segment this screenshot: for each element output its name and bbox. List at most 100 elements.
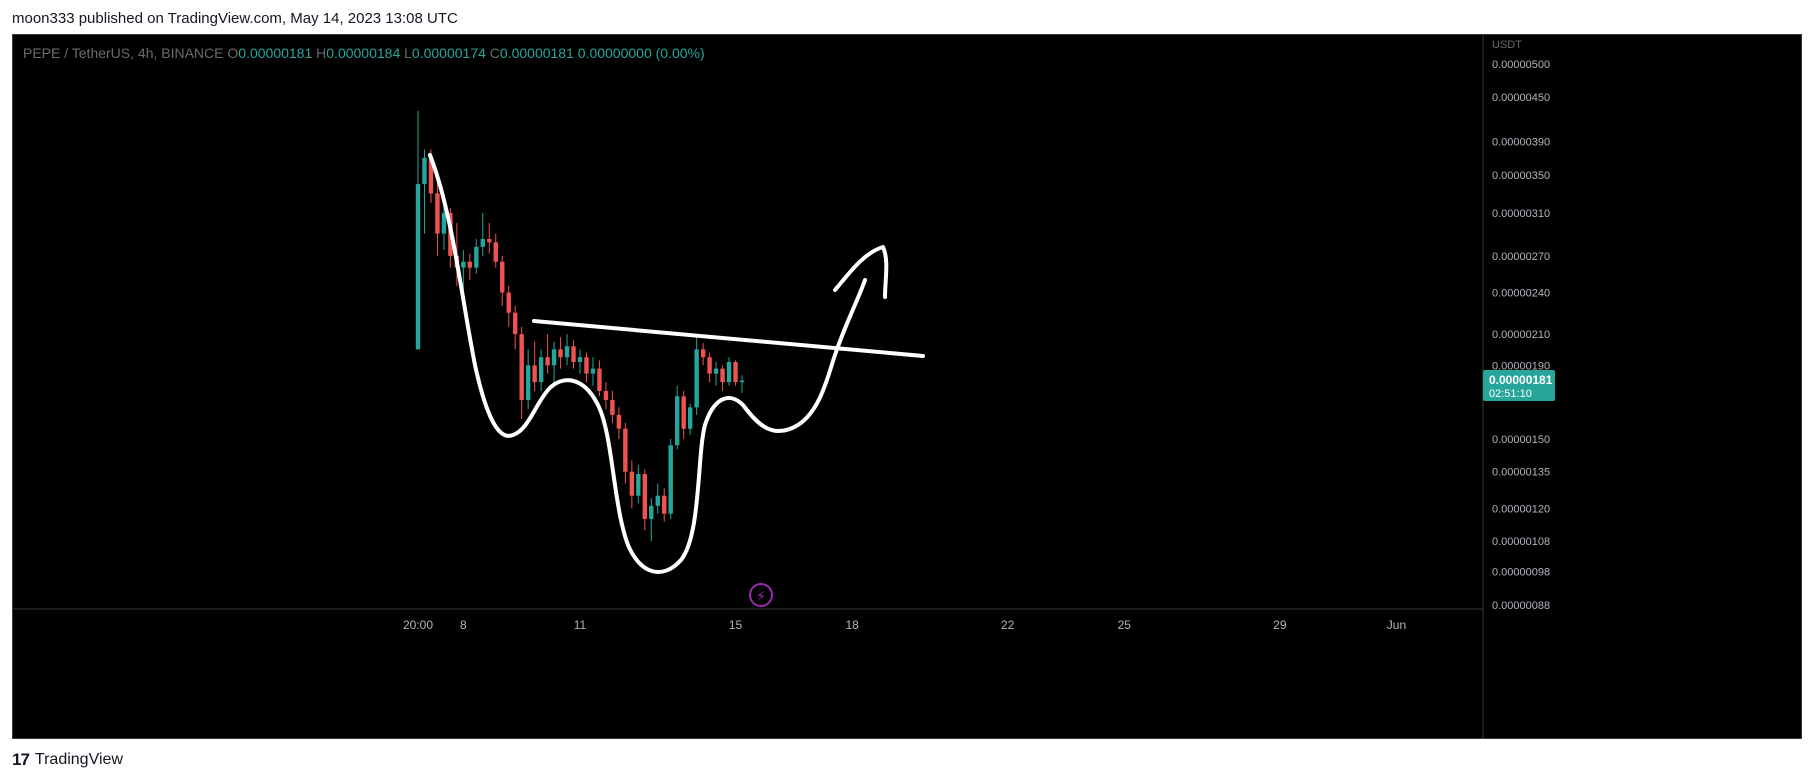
price-tick-label: 0.00000135 <box>1492 467 1550 479</box>
tradingview-logo[interactable]: 17 TradingView <box>12 750 123 770</box>
candle <box>687 403 693 435</box>
time-tick-label: 18 <box>845 618 859 632</box>
legend-o-label: O <box>227 45 239 61</box>
time-tick-label: 20:00 <box>403 618 433 632</box>
legend-close: 0.00000181 <box>499 45 574 61</box>
price-badge-countdown: 02:51:10 <box>1489 388 1532 400</box>
legend-symbol: PEPE / TetherUS, 4h, BINANCE <box>23 45 224 61</box>
neckline <box>532 319 925 358</box>
price-badge: 0.00000181 02:51:10 <box>1483 370 1555 401</box>
tradingview-brand: TradingView <box>34 751 123 768</box>
candle-body <box>590 368 596 374</box>
candle <box>713 362 719 386</box>
legend-change: 0.00000000 (0.00%) <box>577 45 705 61</box>
chart-canvas[interactable]: 0.00000500 0.00000450 0.00000390 0.00000350… <box>13 35 1801 738</box>
candle-body <box>564 346 570 358</box>
candle-body <box>487 239 492 243</box>
candle <box>467 253 473 280</box>
candle <box>681 390 686 439</box>
candle-body <box>513 312 518 335</box>
candle-body <box>662 495 667 514</box>
candle <box>603 382 609 410</box>
candle-body <box>649 505 654 519</box>
candle-body <box>500 261 505 293</box>
candle <box>720 365 725 391</box>
candle-body <box>700 349 706 358</box>
candle <box>694 337 699 415</box>
legend-h-label: H <box>316 45 327 61</box>
candles-layer <box>415 110 745 542</box>
candle-body <box>739 380 745 383</box>
candle <box>577 349 583 374</box>
time-tick-label: 22 <box>1001 618 1015 632</box>
candle-body <box>681 396 686 429</box>
price-tick-label: 0.00000210 <box>1492 329 1550 341</box>
candle-body <box>480 239 485 247</box>
candle-body <box>694 349 699 408</box>
price-tick-label: 0.00000390 <box>1492 136 1550 148</box>
price-badge-bg <box>1483 370 1555 401</box>
price-tick-label: 0.00000150 <box>1492 434 1550 446</box>
publish-caption: moon333 published on TradingView.com, Ma… <box>12 10 458 27</box>
candle <box>474 239 479 274</box>
price-tick-label: 0.00000500 <box>1492 59 1550 71</box>
candle <box>493 233 498 268</box>
candle-body <box>519 334 524 400</box>
candle-body <box>428 157 434 194</box>
candle-body <box>577 357 583 363</box>
freehand-pattern-curve <box>428 153 867 574</box>
legend-c-label: C <box>489 45 500 61</box>
candle <box>571 340 576 369</box>
candle-body <box>474 246 479 268</box>
candle-body <box>655 495 660 506</box>
candle <box>480 212 485 256</box>
candle <box>733 360 738 386</box>
candle-body <box>461 261 466 268</box>
candle-body <box>629 471 635 496</box>
candle-body <box>538 357 544 383</box>
axis-unit: USDT <box>1492 39 1522 51</box>
candle <box>739 375 745 393</box>
candle <box>564 334 570 366</box>
candle-body <box>636 474 641 496</box>
candle-body <box>642 474 647 519</box>
legend-open: 0.00000181 <box>238 45 313 61</box>
price-tick-label: 0.00000098 <box>1492 566 1550 578</box>
candle <box>545 334 550 374</box>
candle <box>700 343 706 366</box>
lightning-event-icon[interactable]: ⚡ <box>749 583 773 607</box>
candle <box>584 352 589 383</box>
candle <box>649 498 654 542</box>
time-tick-label: 8 <box>460 618 467 632</box>
candle-body <box>713 368 719 374</box>
candle-body <box>707 357 712 374</box>
price-tick-label: 0.00000088 <box>1492 600 1550 612</box>
candle-body <box>435 193 440 234</box>
candle-body <box>467 261 473 268</box>
candle-body <box>584 357 589 374</box>
price-tick-label: 0.00000270 <box>1492 251 1550 263</box>
candle <box>707 352 712 383</box>
candle-body <box>623 428 628 472</box>
candle <box>558 337 563 369</box>
candle <box>597 360 602 397</box>
candle-body <box>733 362 738 383</box>
candle <box>435 175 440 256</box>
candle <box>642 469 647 530</box>
candle <box>506 286 511 327</box>
candle-body <box>616 414 622 429</box>
candle <box>422 149 427 234</box>
candle-body <box>687 407 693 429</box>
candle-body <box>532 365 537 383</box>
candle-body <box>726 362 732 383</box>
time-axis: 20:00 8 11 15 18 22 25 29 Jun <box>403 618 1406 632</box>
chart-panel[interactable]: 0.00000500 0.00000450 0.00000390 0.00000350… <box>12 34 1802 739</box>
lightning-icon: ⚡ <box>756 589 766 605</box>
candle-body <box>551 349 557 366</box>
price-tick-label: 0.00000310 <box>1492 208 1550 220</box>
candle <box>655 483 660 514</box>
candle <box>623 422 628 484</box>
candle-body <box>545 357 550 366</box>
tradingview-mark-icon: 17 <box>12 750 30 769</box>
price-axis: 0.00000500 0.00000450 0.00000390 0.00000350… <box>1492 59 1550 612</box>
